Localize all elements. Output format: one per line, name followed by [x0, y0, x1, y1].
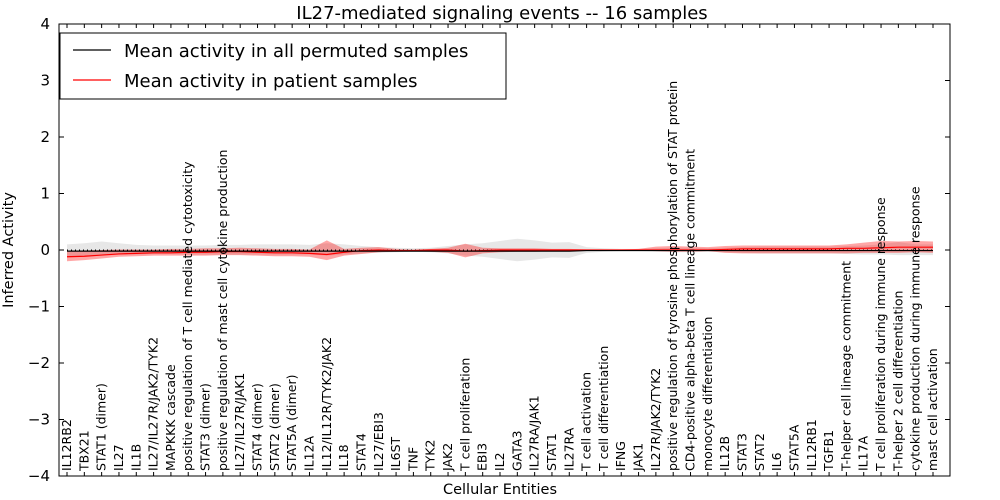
x-category-label: IL27R/JAK2/TYK2: [648, 368, 663, 471]
x-category-label: STAT1 (dimer): [94, 383, 109, 471]
legend: Mean activity in all permuted samples Me…: [59, 32, 507, 100]
y-tick-label: 2: [40, 128, 50, 146]
x-category-label: IL12RB2: [59, 419, 74, 471]
y-axis-label: Inferred Activity: [1, 192, 17, 308]
x-category-label: IL12/IL12R/TYK2/JAK2: [319, 337, 334, 471]
series-line-patient: [66, 246, 933, 258]
x-category-label: TBX21: [76, 430, 91, 472]
x-category-label: IL12RB1: [804, 419, 819, 471]
x-category-label: STAT1: [544, 433, 559, 471]
x-category-label: cytokine production during immune respon…: [908, 186, 923, 471]
x-category-label: T cell activation: [579, 372, 594, 472]
x-category-label: IFNG: [613, 441, 628, 471]
x-category-label: T cell proliferation: [457, 358, 472, 472]
x-category-label: monocyte differentiation: [700, 317, 715, 471]
x-category-label: STAT3 (dimer): [198, 383, 213, 471]
x-category-label: EBI3: [475, 443, 490, 471]
x-category-label: JAK2: [440, 443, 455, 472]
x-category-label: JAK1: [631, 443, 646, 472]
y-tick-label: −4: [28, 467, 50, 485]
y-tick-label: −3: [28, 411, 50, 429]
legend-label-patient: Mean activity in patient samples: [124, 71, 418, 92]
x-category-label: IL1B: [128, 444, 143, 471]
y-tick-label: 3: [40, 72, 50, 90]
x-axis-label: Cellular Entities: [443, 482, 557, 498]
x-category-label: positive regulation of mast cell cytokin…: [215, 150, 230, 471]
x-category-label: STAT5A: [786, 424, 801, 471]
x-category-label: IL6ST: [388, 436, 403, 471]
x-category-label: IL27/IL27R/JAK2/TYK2: [146, 337, 161, 471]
x-category-label: STAT2 (dimer): [267, 383, 282, 471]
x-category-label: IL6: [769, 452, 784, 471]
x-category-label: T-helper 2 cell differentiation: [890, 291, 905, 472]
x-category-label: CD4-positive alpha-beta T cell lineage c…: [683, 149, 698, 471]
y-tick-label: −2: [28, 354, 50, 372]
x-category-label: TNF: [405, 447, 420, 472]
x-category-label: IL27/IL27R/JAK1: [232, 373, 247, 471]
x-category-label: positive regulation of tyrosine phosphor…: [665, 81, 680, 471]
y-tick-label: 0: [40, 241, 50, 259]
x-category-label: TYK2: [423, 440, 438, 472]
y-tick-label: 1: [40, 185, 50, 203]
y-tick-label: −1: [28, 298, 50, 316]
legend-box: [59, 32, 507, 100]
x-category-label: STAT2: [752, 433, 767, 471]
legend-label-permuted: Mean activity in all permuted samples: [124, 41, 468, 62]
x-category-label: IL18: [336, 444, 351, 471]
chart-title: IL27-mediated signaling events -- 16 sam…: [296, 3, 707, 24]
x-category-label: IL17A: [856, 435, 871, 471]
x-category-label: T cell proliferation during immune respo…: [873, 197, 888, 472]
x-category-label: STAT5A (dimer): [284, 375, 299, 471]
x-category-label: IL27RA/JAK1: [527, 395, 542, 471]
x-category-label: IL27: [111, 444, 126, 471]
x-category-label: TGFB1: [821, 430, 836, 472]
x-category-label: IL2: [492, 452, 507, 471]
series-line-permuted: [67, 249, 933, 252]
x-category-label: STAT4 (dimer): [250, 383, 265, 471]
x-category-label: IL27RA: [561, 427, 576, 471]
x-category-label: IL12A: [301, 435, 316, 471]
x-category-label: STAT3: [734, 433, 749, 471]
x-category-label: IL27/EBI3: [371, 412, 386, 471]
x-category-label: STAT4: [353, 433, 368, 471]
x-category-label: mast cell activation: [925, 348, 940, 471]
x-category-label: IL12B: [717, 436, 732, 471]
x-category-label: GATA3: [509, 431, 524, 471]
x-category-label: MAPKKK cascade: [163, 364, 178, 471]
x-category-label: T cell differentiation: [596, 346, 611, 472]
x-category-label: positive regulation of T cell mediated c…: [180, 161, 195, 471]
y-tick-label: 4: [40, 15, 50, 33]
x-category-label: T-helper cell lineage commitment: [838, 261, 853, 472]
